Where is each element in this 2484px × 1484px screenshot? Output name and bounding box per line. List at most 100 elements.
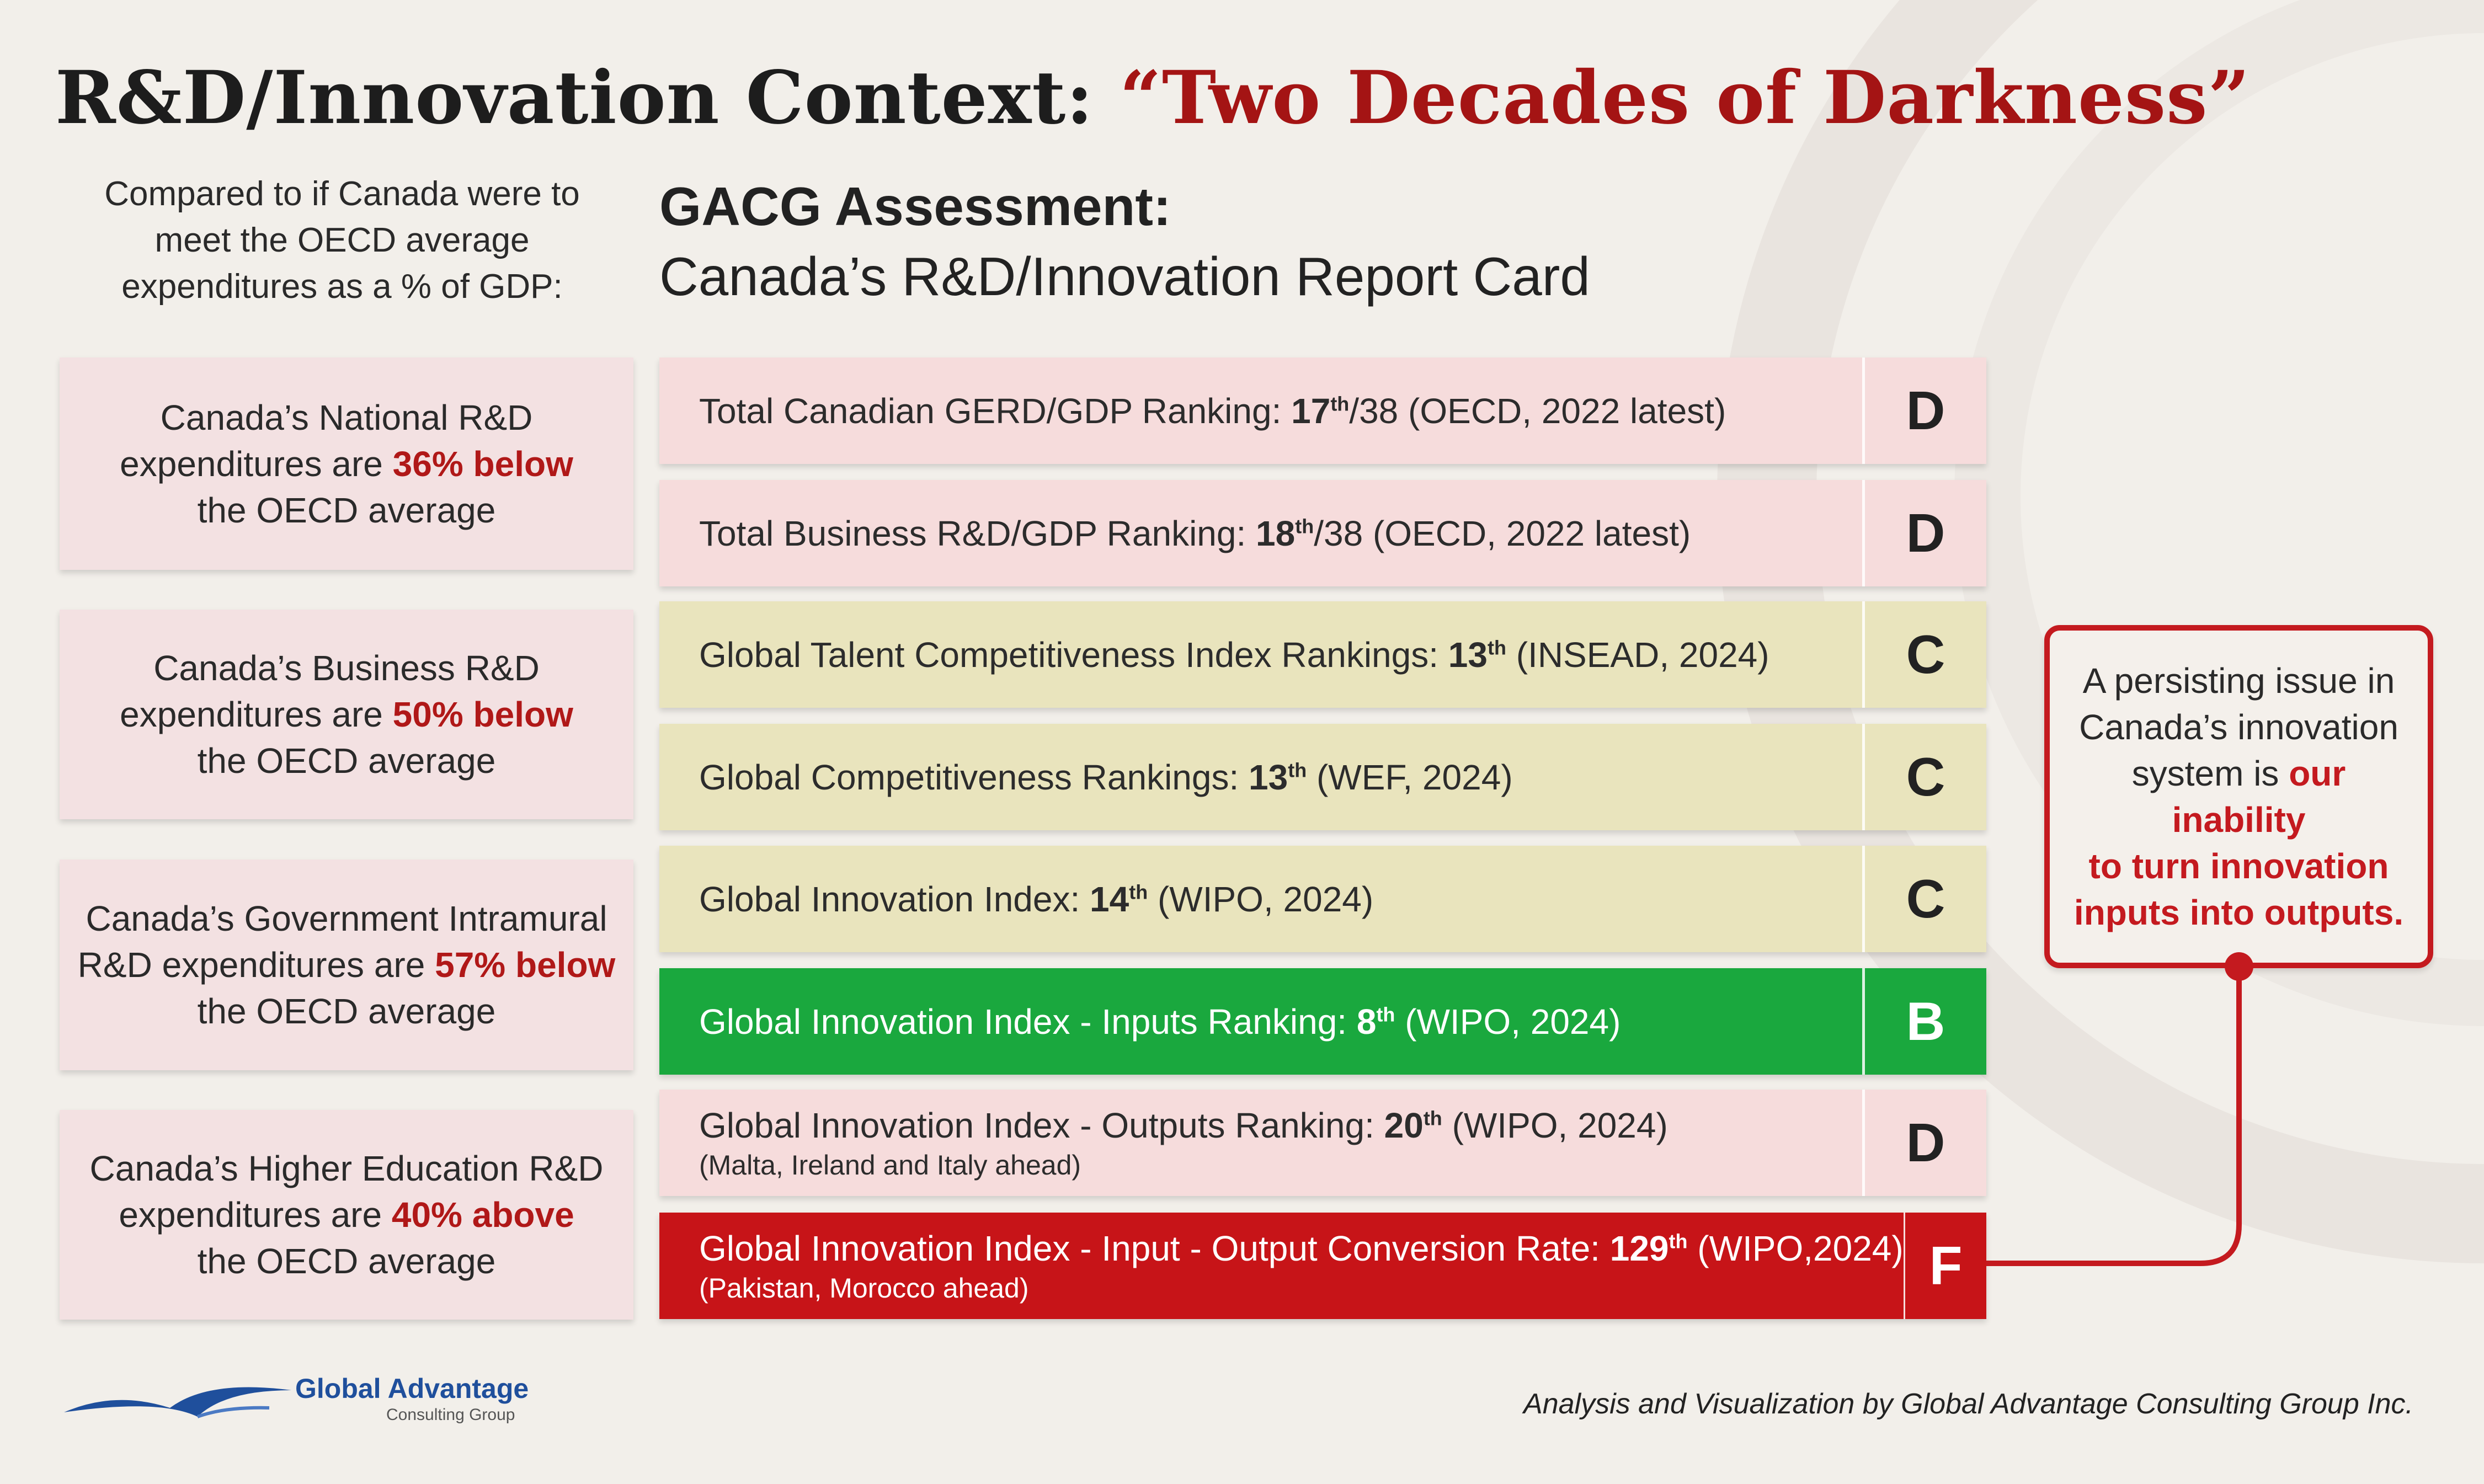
stat-line: the OECD average bbox=[197, 490, 496, 530]
grade-badge: C bbox=[1906, 868, 1945, 929]
row-rank-suffix: th bbox=[1423, 1107, 1442, 1130]
grade-badge: B bbox=[1906, 991, 1945, 1051]
title-close-quote: ” bbox=[2208, 55, 2251, 141]
row-divider bbox=[1862, 480, 1865, 586]
row-rank: 18 bbox=[1256, 513, 1296, 553]
intro-line: expenditures as a % of GDP: bbox=[121, 268, 563, 306]
report-row-innovation-index: Global Innovation Index: 14th (WIPO, 202… bbox=[659, 846, 1986, 952]
row-divider bbox=[1862, 357, 1865, 464]
row-source: (WIPO,2024) bbox=[1687, 1228, 1904, 1268]
row-rank-suffix: th bbox=[1330, 392, 1350, 415]
row-source: (WIPO, 2024) bbox=[1395, 1001, 1621, 1042]
intro-text: Compared to if Canada were to meet the O… bbox=[61, 171, 623, 310]
assessment-subtitle: Canada’s R&D/Innovation Report Card bbox=[659, 246, 1590, 307]
row-divider bbox=[1862, 968, 1865, 1075]
report-row-inputs: Global Innovation Index - Inputs Ranking… bbox=[659, 968, 1986, 1075]
row-source: (WEF, 2024) bbox=[1307, 757, 1513, 797]
stat-card-business: Canada’s Business R&D expenditures are 5… bbox=[60, 610, 633, 819]
title-prefix: R&D/Innovation Context: bbox=[55, 55, 1120, 141]
stat-line: Canada’s National R&D bbox=[160, 397, 533, 437]
row-text: Total Canadian GERD/GDP Ranking: 17th/38… bbox=[659, 357, 1862, 464]
row-rank: 13 bbox=[1249, 757, 1288, 797]
callout-text: system is bbox=[2131, 754, 2289, 793]
row-rank: 8 bbox=[1356, 1001, 1377, 1042]
report-row-talent: Global Talent Competitiveness Index Rank… bbox=[659, 601, 1986, 708]
row-label: Global Innovation Index - Input - Output… bbox=[699, 1228, 1610, 1268]
row-rank-suffix: th bbox=[1376, 1003, 1395, 1026]
row-rank: 17 bbox=[1291, 391, 1331, 431]
credit-line: Analysis and Visualization by Global Adv… bbox=[1523, 1388, 2413, 1420]
stat-line: expenditures are 50% below bbox=[120, 691, 573, 738]
row-divider bbox=[1862, 1090, 1865, 1196]
stat-text: expenditures are bbox=[119, 1195, 392, 1235]
row-text: Global Innovation Index: 14th (WIPO, 202… bbox=[659, 846, 1862, 952]
stat-highlight: 57% below bbox=[435, 945, 616, 985]
grade-badge: C bbox=[1906, 746, 1945, 807]
stat-line: the OECD average bbox=[197, 741, 496, 781]
row-text: Global Talent Competitiveness Index Rank… bbox=[659, 601, 1862, 708]
stat-card-national: Canada’s National R&D expenditures are 3… bbox=[60, 357, 633, 570]
row-rank-suffix: th bbox=[1295, 515, 1314, 538]
row-rank: 20 bbox=[1384, 1105, 1424, 1145]
stat-line: the OECD average bbox=[197, 1241, 496, 1281]
row-divider bbox=[1903, 1213, 1906, 1319]
row-source: /38 (OECD, 2022 latest) bbox=[1349, 391, 1726, 431]
stat-line: Canada’s Business R&D bbox=[153, 648, 540, 688]
row-text: Global Competitiveness Rankings: 13th (W… bbox=[659, 724, 1862, 830]
page-title: R&D/Innovation Context: “Two Decades of … bbox=[55, 55, 2250, 141]
row-rank-suffix: th bbox=[1669, 1230, 1688, 1253]
stat-text: expenditures are bbox=[120, 444, 393, 484]
row-source: (WIPO, 2024) bbox=[1442, 1105, 1668, 1145]
row-rank-suffix: th bbox=[1288, 759, 1307, 782]
intro-line: meet the OECD average bbox=[154, 221, 530, 259]
report-row-conversion-rate: Global Innovation Index - Input - Output… bbox=[659, 1213, 1986, 1319]
callout-highlight: our inability bbox=[2172, 754, 2346, 840]
row-rank: 14 bbox=[1090, 879, 1129, 919]
stat-line: expenditures are 40% above bbox=[90, 1192, 604, 1238]
grade-badge: D bbox=[1906, 503, 1945, 563]
callout-highlight: inputs into outputs. bbox=[2073, 893, 2404, 932]
row-rank-suffix: th bbox=[1487, 636, 1506, 659]
grade-badge: F bbox=[1929, 1235, 1963, 1296]
logo-subtitle: Consulting Group bbox=[386, 1406, 515, 1424]
report-row-outputs: Global Innovation Index - Outputs Rankin… bbox=[659, 1090, 1986, 1196]
row-divider bbox=[1862, 724, 1865, 830]
row-label: Global Innovation Index - Outputs Rankin… bbox=[699, 1105, 1384, 1145]
callout-highlight: to turn innovation bbox=[2088, 846, 2389, 886]
callout-line: A persisting issue in bbox=[2082, 661, 2395, 701]
stat-text: R&D expenditures are bbox=[77, 945, 435, 985]
row-divider bbox=[1862, 846, 1865, 952]
callout-box: A persisting issue in Canada’s innovatio… bbox=[2044, 625, 2433, 968]
grade-badge: C bbox=[1906, 624, 1945, 685]
row-label: Global Competitiveness Rankings: bbox=[699, 757, 1249, 797]
row-note: (Pakistan, Morocco ahead) bbox=[699, 1272, 1029, 1304]
stat-highlight: 40% above bbox=[391, 1195, 574, 1235]
callout-line: Canada’s innovation bbox=[2079, 707, 2398, 747]
assessment-title: GACG Assessment: bbox=[659, 176, 1171, 237]
stat-highlight: 50% below bbox=[392, 695, 573, 734]
row-label: Global Talent Competitiveness Index Rank… bbox=[699, 634, 1448, 675]
stat-line: expenditures are 36% below bbox=[120, 441, 573, 487]
stat-card-higher-education: Canada’s Higher Education R&D expenditur… bbox=[60, 1110, 633, 1320]
grade-badge: D bbox=[1906, 380, 1945, 441]
stat-text: expenditures are bbox=[120, 695, 393, 734]
row-rank-suffix: th bbox=[1129, 880, 1148, 904]
title-accent: Two Decades of Darkness bbox=[1161, 55, 2208, 141]
row-label: Total Canadian GERD/GDP Ranking: bbox=[699, 391, 1292, 431]
report-row-competitiveness: Global Competitiveness Rankings: 13th (W… bbox=[659, 724, 1986, 830]
stat-line: Canada’s Higher Education R&D bbox=[89, 1149, 604, 1188]
logo-name: Global Advantage bbox=[295, 1373, 529, 1404]
stat-line: the OECD average bbox=[197, 991, 496, 1031]
grade-badge: D bbox=[1906, 1112, 1945, 1173]
row-text: Global Innovation Index - Input - Output… bbox=[659, 1213, 1904, 1319]
row-label: Total Business R&D/GDP Ranking: bbox=[699, 513, 1256, 553]
report-row-gerd: Total Canadian GERD/GDP Ranking: 17th/38… bbox=[659, 357, 1986, 464]
row-source: /38 (OECD, 2022 latest) bbox=[1314, 513, 1691, 553]
row-rank: 13 bbox=[1448, 634, 1488, 675]
stat-line: Canada’s Government Intramural bbox=[86, 899, 607, 938]
stat-line: R&D expenditures are 57% below bbox=[78, 942, 616, 988]
callout-line: system is our inability bbox=[2066, 750, 2411, 843]
report-row-business-rd: Total Business R&D/GDP Ranking: 18th/38 … bbox=[659, 480, 1986, 586]
row-label: Global Innovation Index: bbox=[699, 879, 1090, 919]
logo-bird-icon bbox=[64, 1387, 291, 1418]
